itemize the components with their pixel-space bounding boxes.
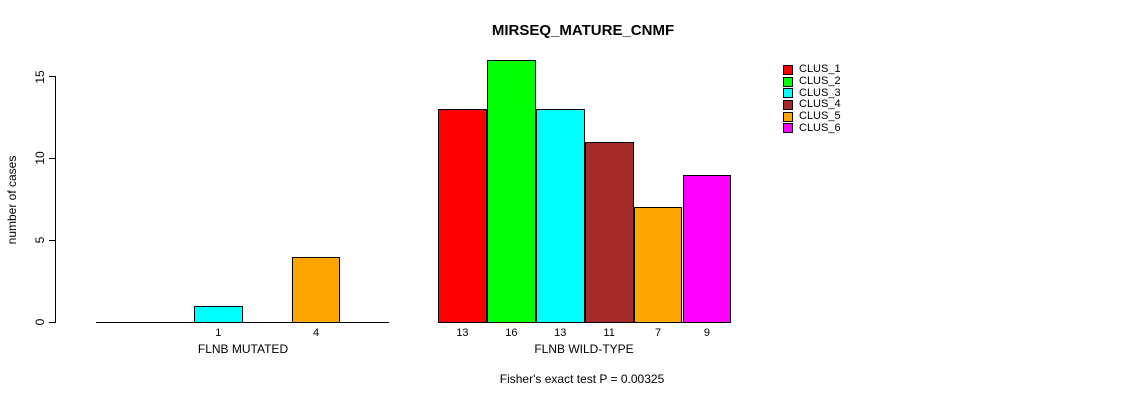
bar-value-label: 13	[554, 327, 567, 339]
y-tick-label: 15	[33, 69, 47, 84]
bar	[633, 207, 683, 323]
bar-value-label: 4	[312, 327, 320, 339]
bar-value-label: 13	[456, 327, 469, 339]
y-tick-label: 10	[33, 151, 47, 166]
bar-value-label: 11	[603, 327, 615, 339]
bar-value-label: 1	[215, 327, 222, 339]
legend-label: CLUS_2	[799, 75, 841, 88]
legend-label: CLUS_5	[799, 110, 841, 123]
legend-item: CLUS_4	[783, 99, 841, 111]
y-tick-label: 0	[33, 318, 47, 326]
legend-swatch	[783, 99, 793, 110]
bar	[291, 256, 341, 323]
bar-value-label: 7	[654, 327, 662, 339]
legend-swatch	[783, 111, 793, 122]
bar-value-label: 9	[703, 327, 710, 339]
legend-swatch	[783, 76, 793, 87]
y-tick	[49, 239, 56, 241]
bar	[682, 174, 732, 323]
legend-item: CLUS_2	[783, 76, 841, 88]
fisher-test-note: Fisher's exact test P = 0.00325	[499, 372, 665, 386]
bar	[193, 305, 243, 323]
legend-item: CLUS_6	[783, 122, 841, 134]
bar-value-label: 16	[505, 327, 518, 339]
legend: CLUS_1 CLUS_2 CLUS_3 CLUS_4 CLUS_5 CLUS_6	[783, 64, 841, 134]
bar	[438, 109, 487, 323]
bar	[584, 142, 634, 323]
legend-item: CLUS_5	[783, 111, 841, 123]
legend-label: CLUS_4	[799, 98, 841, 111]
y-tick-label: 5	[33, 236, 47, 244]
y-axis-label: number of cases	[5, 155, 19, 245]
bar	[535, 109, 585, 323]
bar	[486, 60, 536, 323]
legend-label: CLUS_1	[799, 63, 841, 76]
y-axis-line	[55, 77, 56, 323]
chart-title: MIRSEQ_MATURE_CNMF	[491, 22, 675, 39]
y-tick	[49, 76, 56, 78]
y-tick	[49, 157, 56, 159]
legend-item: CLUS_3	[783, 87, 841, 99]
x-group-label-mutated: FLNB MUTATED	[197, 342, 289, 356]
y-tick	[49, 321, 56, 323]
legend-swatch	[783, 88, 793, 99]
legend-item: CLUS_1	[783, 64, 841, 76]
legend-swatch	[783, 64, 793, 75]
x-group-label-wildtype: FLNB WILD-TYPE	[534, 342, 634, 356]
legend-swatch	[783, 123, 793, 134]
legend-label: CLUS_3	[799, 86, 841, 99]
x-baseline	[96, 322, 390, 323]
legend-label: CLUS_6	[799, 121, 841, 134]
